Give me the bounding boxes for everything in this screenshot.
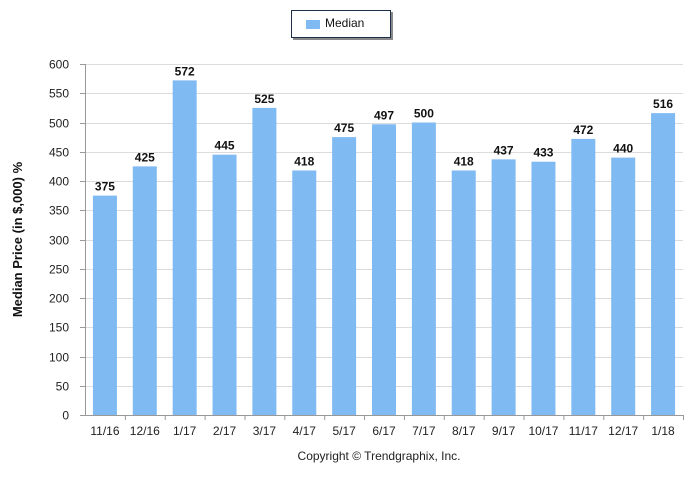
- x-tick-label-12-16: 12/16: [130, 424, 160, 438]
- bar-11-17: [571, 138, 596, 415]
- bar-8-17: [451, 170, 476, 415]
- bar-1-17: [172, 80, 197, 415]
- y-tick-label-300: 300: [49, 234, 69, 248]
- bar-7-17: [411, 122, 436, 415]
- y-tick-label-600: 600: [49, 58, 69, 72]
- bar-1-18: [651, 113, 676, 415]
- data-label-6-17: 497: [374, 108, 394, 122]
- x-tick-label-7-17: 7/17: [412, 424, 436, 438]
- data-label-9-17: 437: [494, 143, 514, 157]
- bar-10-17: [531, 161, 556, 415]
- data-label-12-17: 440: [613, 142, 633, 156]
- data-label-8-17: 418: [454, 154, 474, 168]
- bar-9-17: [491, 159, 516, 415]
- data-label-7-17: 500: [414, 107, 434, 121]
- x-tick-label-12-17: 12/17: [608, 424, 638, 438]
- y-tick-label-150: 150: [49, 321, 69, 335]
- y-tick-label-100: 100: [49, 351, 69, 365]
- legend-label-median: Median: [325, 16, 365, 30]
- y-tick-label-250: 250: [49, 263, 69, 277]
- data-label-11-17: 472: [573, 123, 593, 137]
- x-tick-label-1-18: 1/18: [651, 424, 675, 438]
- x-tick-label-11-17: 11/17: [569, 424, 598, 438]
- x-tick-label-4-17: 4/17: [293, 424, 317, 438]
- data-label-1-17: 572: [175, 64, 195, 78]
- legend-swatch-median: [306, 20, 320, 29]
- y-tick-label-200: 200: [49, 292, 69, 306]
- x-tick-label-3-17: 3/17: [253, 424, 277, 438]
- y-tick-label-500: 500: [49, 117, 69, 131]
- data-label-4-17: 418: [294, 154, 314, 168]
- bar-5-17: [332, 137, 357, 415]
- y-tick-label-400: 400: [49, 175, 69, 189]
- bar-4-17: [292, 170, 317, 415]
- x-tick-label-9-17: 9/17: [492, 424, 516, 438]
- copyright-footer: Copyright © Trendgraphix, Inc.: [298, 449, 461, 463]
- y-tick-label-350: 350: [49, 204, 69, 218]
- y-tick-label-450: 450: [49, 146, 69, 160]
- y-axis-title: Median Price (in $,000) %: [10, 161, 25, 317]
- data-label-10-17: 433: [533, 146, 553, 160]
- data-label-5-17: 475: [334, 121, 354, 135]
- bar-2-17: [212, 154, 237, 416]
- legend: Median: [291, 10, 391, 38]
- x-tick-label-5-17: 5/17: [332, 424, 356, 438]
- bar-6-17: [372, 124, 396, 415]
- x-tick-label-8-17: 8/17: [452, 424, 476, 438]
- x-tick-label-10-17: 10/17: [528, 424, 558, 438]
- data-label-2-17: 445: [215, 139, 235, 153]
- bar-3-17: [252, 107, 277, 415]
- data-label-12-16: 425: [135, 150, 155, 164]
- data-label-11-16: 375: [95, 180, 115, 194]
- x-tick-label-1-17: 1/17: [173, 424, 197, 438]
- bar-11-16: [92, 195, 117, 415]
- x-tick-label-11-16: 11/16: [90, 424, 119, 438]
- y-tick-label-550: 550: [49, 87, 69, 101]
- x-tick-label-6-17: 6/17: [372, 424, 396, 438]
- x-tick-label-2-17: 2/17: [213, 424, 237, 438]
- data-label-1-18: 516: [653, 97, 673, 111]
- y-tick-label-0: 0: [62, 409, 69, 423]
- data-label-3-17: 525: [254, 92, 274, 106]
- bar-12-17: [611, 157, 636, 415]
- bar-12-16: [132, 166, 157, 415]
- y-tick-label-50: 50: [56, 380, 70, 394]
